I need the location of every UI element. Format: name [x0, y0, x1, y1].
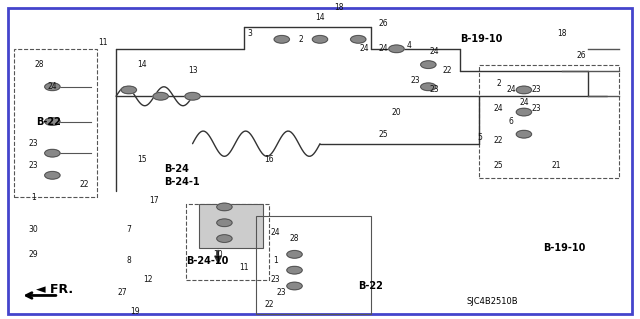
Text: 24: 24: [47, 82, 57, 91]
Text: 8: 8: [127, 256, 131, 265]
Text: 23: 23: [28, 161, 38, 170]
Text: 24: 24: [379, 44, 388, 53]
Text: 28: 28: [35, 60, 44, 69]
Text: 2: 2: [496, 79, 500, 88]
Text: 25: 25: [379, 130, 388, 139]
Text: 22: 22: [264, 300, 274, 309]
Circle shape: [312, 35, 328, 43]
Text: 24: 24: [519, 98, 529, 107]
Bar: [256, 216, 371, 315]
Circle shape: [516, 130, 532, 138]
Text: 5: 5: [477, 133, 482, 142]
Text: 10: 10: [213, 250, 223, 259]
Text: 24: 24: [430, 48, 440, 56]
Text: 22: 22: [79, 180, 89, 189]
Circle shape: [287, 250, 302, 258]
Text: B-19-10: B-19-10: [543, 243, 586, 253]
Text: B-24: B-24: [164, 164, 189, 174]
Circle shape: [389, 45, 404, 53]
Circle shape: [45, 118, 60, 125]
Text: B-24-10: B-24-10: [186, 256, 228, 266]
Text: 23: 23: [532, 85, 541, 94]
Circle shape: [45, 172, 60, 179]
Text: 23: 23: [411, 76, 420, 85]
Text: 17: 17: [150, 196, 159, 205]
Text: 29: 29: [28, 250, 38, 259]
Text: ◄ FR.: ◄ FR.: [36, 283, 74, 296]
Bar: [479, 65, 620, 178]
Text: 15: 15: [137, 155, 147, 164]
Circle shape: [287, 282, 302, 290]
Text: 30: 30: [28, 225, 38, 234]
Text: 22: 22: [443, 66, 452, 76]
Text: 14: 14: [315, 13, 325, 22]
Text: B-24-1: B-24-1: [164, 177, 200, 187]
Bar: [186, 204, 269, 280]
Text: 27: 27: [118, 288, 127, 297]
Text: 6: 6: [509, 117, 514, 126]
Circle shape: [274, 35, 289, 43]
Text: B-19-10: B-19-10: [460, 34, 502, 44]
Text: 23: 23: [28, 139, 38, 148]
Text: 18: 18: [557, 28, 567, 38]
Text: 24: 24: [506, 85, 516, 94]
Text: 21: 21: [551, 161, 561, 170]
Circle shape: [516, 86, 532, 94]
Text: 24: 24: [493, 104, 503, 113]
Text: 18: 18: [334, 3, 344, 12]
Circle shape: [351, 35, 366, 43]
Circle shape: [516, 108, 532, 116]
Text: 1: 1: [273, 256, 278, 265]
Text: 12: 12: [143, 275, 153, 284]
Text: B-22: B-22: [36, 116, 61, 127]
Text: 23: 23: [271, 275, 280, 284]
Text: 26: 26: [577, 51, 586, 60]
Text: 19: 19: [131, 307, 140, 316]
Text: 11: 11: [99, 38, 108, 47]
Circle shape: [121, 86, 136, 94]
Text: 16: 16: [264, 155, 274, 164]
Circle shape: [185, 93, 200, 100]
Text: 20: 20: [392, 108, 401, 116]
Text: 1: 1: [31, 193, 36, 202]
Text: 28: 28: [290, 234, 300, 243]
Circle shape: [45, 83, 60, 91]
Text: 23: 23: [277, 288, 287, 297]
Circle shape: [217, 203, 232, 211]
Text: 23: 23: [430, 85, 440, 94]
Text: 22: 22: [493, 136, 503, 145]
Circle shape: [153, 93, 168, 100]
Text: 11: 11: [239, 263, 248, 271]
Text: 25: 25: [493, 161, 503, 170]
Bar: [199, 204, 262, 248]
Text: 24: 24: [360, 44, 369, 53]
Text: 2: 2: [298, 35, 303, 44]
Text: 14: 14: [137, 60, 147, 69]
Circle shape: [287, 266, 302, 274]
Text: 24: 24: [271, 228, 280, 237]
Text: 3: 3: [248, 28, 252, 38]
Text: SJC4B2510B: SJC4B2510B: [467, 297, 518, 306]
Circle shape: [45, 149, 60, 157]
Text: 4: 4: [407, 41, 412, 50]
Text: 7: 7: [126, 225, 131, 234]
Text: 23: 23: [532, 104, 541, 113]
Circle shape: [420, 61, 436, 69]
Text: B-22: B-22: [358, 281, 383, 291]
Text: 26: 26: [379, 19, 388, 28]
Circle shape: [217, 235, 232, 242]
Circle shape: [217, 219, 232, 226]
Text: 13: 13: [188, 66, 197, 76]
Circle shape: [420, 83, 436, 91]
Bar: [14, 49, 97, 197]
